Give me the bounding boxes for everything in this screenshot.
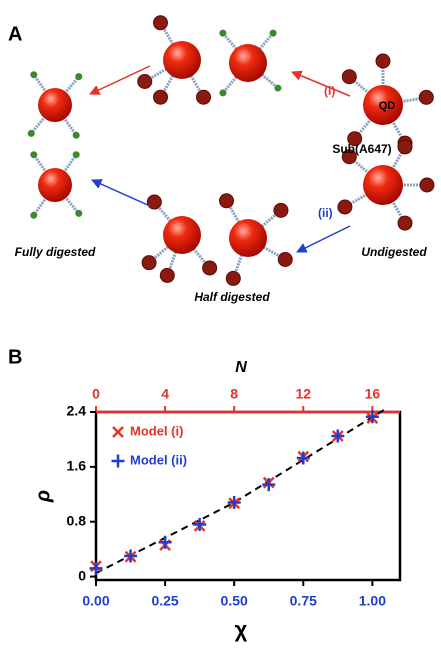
dye xyxy=(338,200,352,214)
particle-label: QD xyxy=(379,100,396,112)
x2-tick-label: 4 xyxy=(161,386,169,402)
dye xyxy=(142,256,156,270)
dye xyxy=(278,253,292,267)
dye xyxy=(138,75,152,89)
peptide-end xyxy=(75,210,82,217)
arrow xyxy=(292,72,350,96)
figure: A (i) (ii) QD Sub(A647) Fully digested U… xyxy=(0,0,441,643)
panel-label: B xyxy=(8,346,22,368)
arrow-label: (ii) xyxy=(318,206,333,220)
panel-label: A xyxy=(8,23,22,45)
quantum-dot xyxy=(38,168,72,202)
chart: B N χ ρ 0.00 0.25 0.50 0.75 1.00 0 4 8 12 16 0 0.8 1… xyxy=(8,346,400,642)
x-tick-label: 0.75 xyxy=(290,593,317,609)
y-tick-label: 1.6 xyxy=(67,458,87,474)
substrate-label: Sub(A647) xyxy=(332,142,391,156)
quantum-dot xyxy=(163,216,201,254)
state-label: Fully digested xyxy=(15,245,96,259)
peptide-end xyxy=(73,132,80,139)
dye xyxy=(342,70,356,84)
x-tick-label: 0.00 xyxy=(82,593,109,609)
dye xyxy=(419,90,433,104)
x-tick-label: 0.50 xyxy=(221,593,248,609)
y-tick-label: 0.8 xyxy=(67,512,87,528)
state-label: Undigested xyxy=(361,245,427,259)
state-label: Half digested xyxy=(194,290,270,304)
peptide-end xyxy=(219,30,226,37)
x-tick-label: 0.25 xyxy=(151,593,178,609)
quantum-dot xyxy=(163,41,201,79)
legend-marker xyxy=(113,427,123,437)
peptide-end xyxy=(270,30,277,37)
peptide-end xyxy=(30,151,37,158)
dye xyxy=(376,54,390,68)
dye xyxy=(154,16,168,30)
dye xyxy=(398,140,412,154)
legend-marker xyxy=(112,455,125,468)
dye xyxy=(203,261,217,275)
x2-axis-label: N xyxy=(235,359,247,376)
peptide-end xyxy=(30,71,37,78)
x2-tick-label: 8 xyxy=(230,386,238,402)
data-point xyxy=(262,478,275,491)
peptide-end xyxy=(219,89,226,96)
dye xyxy=(160,268,174,282)
peptide-end xyxy=(274,85,281,92)
x2-tick-label: 0 xyxy=(92,386,100,402)
dye xyxy=(147,195,161,209)
y-tick-label: 2.4 xyxy=(67,403,87,419)
quantum-dot xyxy=(229,219,267,257)
legend-label: Model (i) xyxy=(130,423,183,438)
arrow-label: (i) xyxy=(324,84,335,98)
x2-tick-label: 12 xyxy=(295,386,311,402)
dye xyxy=(226,271,240,285)
x-axis-label: χ xyxy=(235,617,248,642)
x-tick-label: 1.00 xyxy=(359,593,386,609)
peptide-end xyxy=(30,212,37,219)
dye xyxy=(420,178,434,192)
peptide-end xyxy=(73,151,80,158)
dye xyxy=(274,203,288,217)
y-axis-label: ρ xyxy=(32,490,54,503)
quantum-dot xyxy=(229,44,267,82)
y-tick-label: 0 xyxy=(78,567,86,583)
x2-tick-label: 16 xyxy=(365,386,381,402)
quantum-dot xyxy=(363,165,403,205)
dye xyxy=(398,216,412,230)
arrow xyxy=(297,226,350,252)
peptide-end xyxy=(28,130,35,137)
peptide-end xyxy=(75,73,82,80)
dye xyxy=(154,90,168,104)
data-point xyxy=(159,536,172,549)
legend-label: Model (ii) xyxy=(130,452,187,467)
arrow xyxy=(92,180,150,206)
dye xyxy=(197,90,211,104)
data-point xyxy=(90,562,103,575)
dye xyxy=(220,194,234,208)
quantum-dot xyxy=(38,88,72,122)
